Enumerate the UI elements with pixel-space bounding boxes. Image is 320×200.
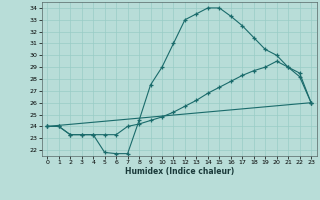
X-axis label: Humidex (Indice chaleur): Humidex (Indice chaleur) (124, 167, 234, 176)
